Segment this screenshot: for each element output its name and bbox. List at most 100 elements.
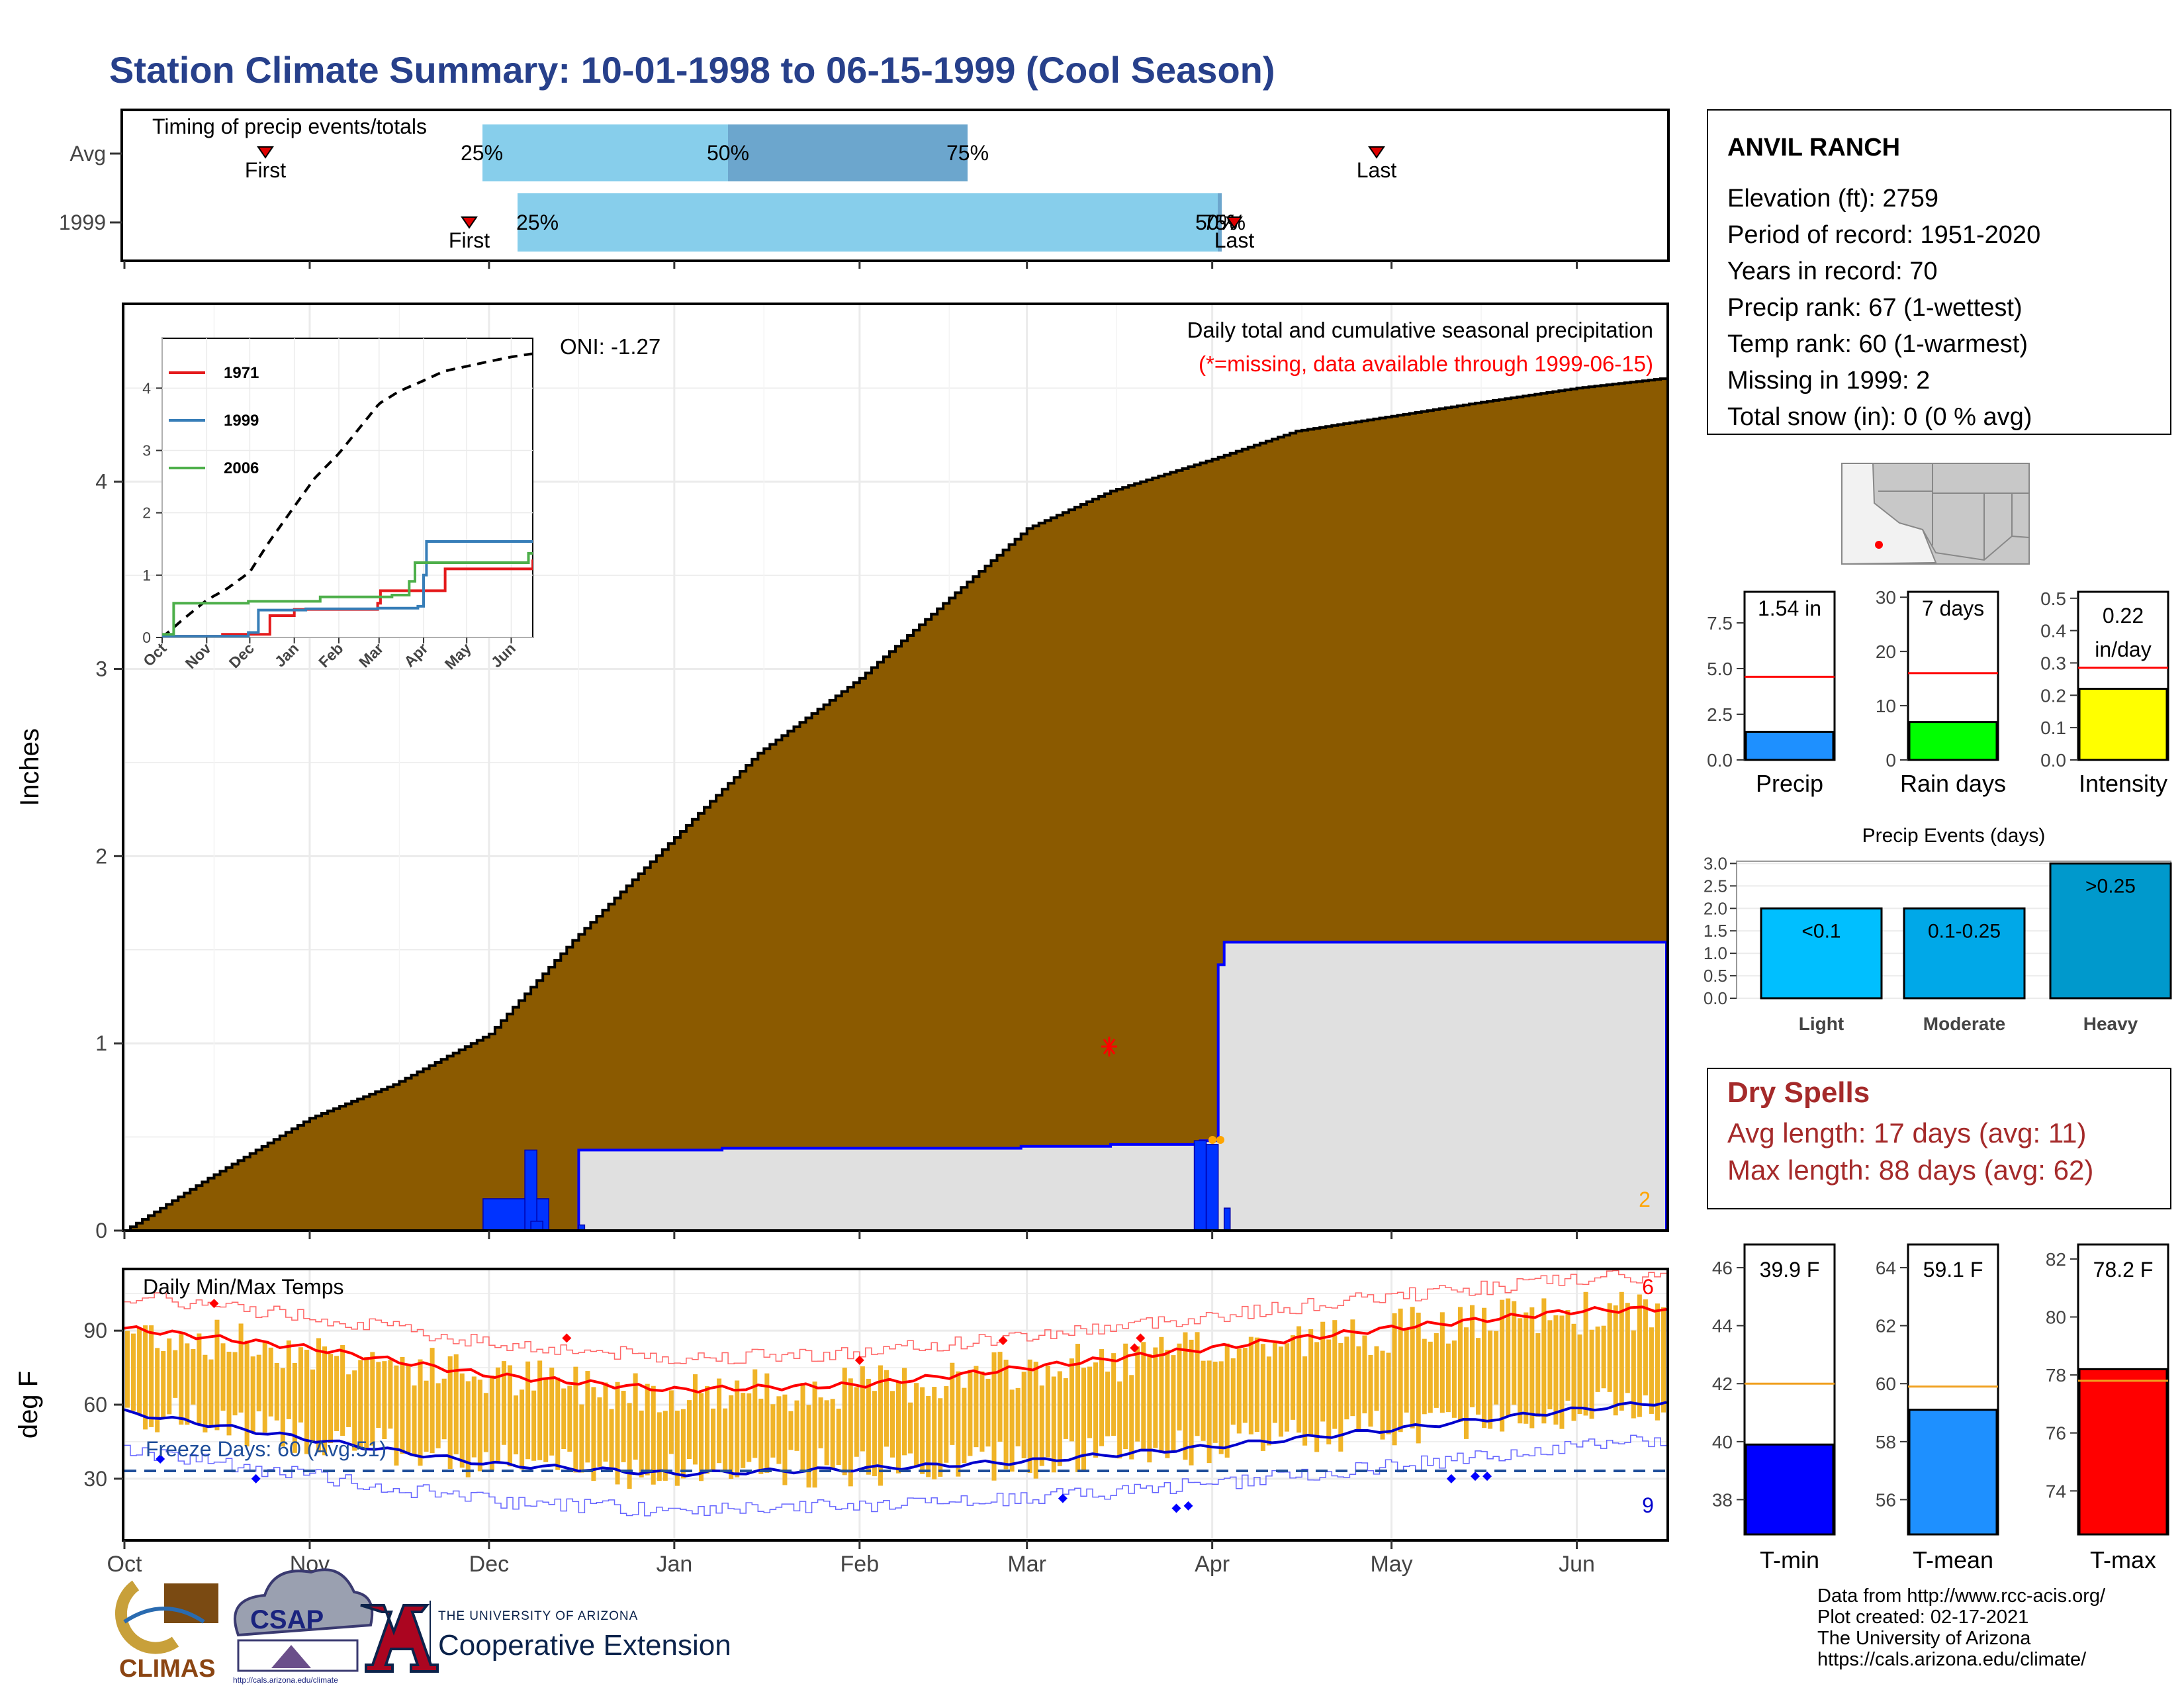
- daily-temp-bar: [1248, 1336, 1253, 1434]
- daily-temp-bar: [1500, 1299, 1505, 1432]
- precip-panel-frame: [122, 303, 1669, 1232]
- daily-precip-bar: [1223, 1207, 1231, 1231]
- map-region: [1841, 463, 1937, 565]
- daily-temp-bar: [1159, 1336, 1164, 1453]
- daily-temp-bar: [1451, 1340, 1457, 1418]
- precip-stat-value: 7 days: [1922, 596, 1984, 620]
- daily-temp-bar: [1637, 1294, 1642, 1417]
- yr-p25-label: 25%: [516, 211, 559, 234]
- daily-temp-bar: [1129, 1375, 1134, 1460]
- daily-temp-bar: [1224, 1343, 1230, 1458]
- daily-temp-bar: [1607, 1303, 1612, 1392]
- daily-temp-bar: [1416, 1312, 1421, 1444]
- inset-average-line: [162, 352, 533, 637]
- temp-panel-label: Daily Min/Max Temps: [143, 1275, 343, 1299]
- daily-temp-bar: [298, 1347, 303, 1423]
- daily-temp-bar: [143, 1325, 148, 1430]
- precip-events-bar-label: >0.25: [2085, 875, 2136, 897]
- daily-temp-bar: [962, 1387, 967, 1464]
- daily-temp-bar: [131, 1333, 136, 1411]
- daily-temp-bar: [137, 1327, 142, 1416]
- daily-temp-bar: [1613, 1305, 1618, 1416]
- precip-events-tick-label: 3.0: [1704, 853, 1727, 873]
- daily-temp-bar: [501, 1361, 506, 1445]
- daily-temp-bar: [806, 1405, 811, 1488]
- precip-stat-name: Precip: [1756, 770, 1823, 797]
- daily-temp-bar: [1105, 1372, 1111, 1436]
- daily-temp-bar: [406, 1364, 411, 1453]
- temp-stat-value-bar: [1908, 1409, 1998, 1536]
- daily-temp-bar: [1201, 1360, 1206, 1441]
- daily-temp-bar: [741, 1393, 746, 1468]
- daily-temp-bar: [968, 1370, 973, 1456]
- climas-logo: CLIMAS: [115, 1580, 218, 1683]
- daily-temp-bar: [633, 1373, 638, 1460]
- daily-temp-bar: [758, 1398, 764, 1474]
- precip-stat-tick-label: 0.0: [2040, 750, 2066, 771]
- daily-temp-bar: [991, 1352, 997, 1481]
- daily-temp-bar: [686, 1400, 692, 1460]
- daily-temp-bar: [1320, 1321, 1326, 1422]
- daily-temp-bar: [1302, 1356, 1308, 1446]
- daily-temp-bar: [543, 1379, 549, 1462]
- daily-temp-bar: [149, 1325, 154, 1427]
- daily-temp-bar: [471, 1376, 477, 1458]
- daily-temp-bar: [453, 1354, 459, 1454]
- daily-temp-bar: [1135, 1346, 1140, 1442]
- daily-temp-bar: [1075, 1344, 1080, 1472]
- temp-stat-tick-label: 78: [2046, 1365, 2066, 1385]
- precip-stat-tick-label: 30: [1876, 587, 1896, 608]
- daily-temp-bar: [1242, 1348, 1248, 1423]
- daily-temp-bar: [585, 1371, 590, 1463]
- record-low-marker: [1674, 1464, 1683, 1474]
- daily-temp-bar: [842, 1368, 847, 1476]
- daily-temp-bar: [860, 1366, 865, 1452]
- daily-temp-bar: [735, 1380, 740, 1477]
- daily-temp-bar: [1099, 1349, 1105, 1446]
- daily-temp-bar: [615, 1382, 620, 1485]
- daily-temp-bar: [866, 1378, 871, 1475]
- inset-2006-line: [162, 551, 533, 636]
- yr-last-marker: [1226, 216, 1243, 229]
- daily-temp-bar: [531, 1390, 537, 1461]
- daily-temp-bar: [549, 1367, 555, 1456]
- precip-events-title: Precip Events (days): [1862, 825, 2046, 847]
- temp-stat-bars: 38 40 42 44 46 39.9 F T-min 56 58 60 62 64 59.1 F T-m…: [1712, 1243, 2169, 1573]
- record-high-marker: [854, 1355, 864, 1365]
- station-info-frame: [1707, 109, 2171, 435]
- daily-temp-bar: [680, 1409, 686, 1479]
- yr-first-marker: [461, 216, 478, 229]
- daily-temp-bar: [884, 1370, 889, 1447]
- precip-events-tick-label: 2.5: [1704, 876, 1727, 896]
- daily-temp-bar: [1141, 1342, 1146, 1450]
- daily-temp-bar: [1003, 1359, 1009, 1470]
- daily-temp-bar: [729, 1395, 734, 1479]
- yr-last-label: Last: [1214, 228, 1255, 252]
- daily-temp-bar: [1266, 1356, 1271, 1446]
- daily-temp-bar: [161, 1351, 166, 1418]
- avg-p25-label: 25%: [461, 141, 503, 165]
- daily-temp-bar: [316, 1338, 322, 1453]
- daily-temp-bar: [1422, 1338, 1427, 1415]
- timing-panel-label: Timing of precip events/totals: [152, 115, 427, 138]
- daily-temp-bar: [1297, 1326, 1302, 1433]
- daily-precip-bar: [1205, 1144, 1219, 1231]
- daily-temp-bar: [418, 1359, 423, 1466]
- precip-stat-tick-label: 20: [1876, 641, 1896, 662]
- daily-temp-bar: [770, 1404, 776, 1458]
- daily-temp-bar: [382, 1361, 387, 1440]
- daily-temp-bar: [1428, 1341, 1433, 1413]
- record-low-count: 9: [1642, 1493, 1654, 1517]
- daily-temp-bar: [896, 1380, 901, 1474]
- daily-temp-bar: [328, 1354, 334, 1444]
- daily-temp-bar: [1171, 1355, 1176, 1452]
- daily-temp-bar: [197, 1333, 202, 1425]
- daily-temp-bar: [477, 1380, 482, 1472]
- precip-y-tick-label: 0: [95, 1219, 107, 1243]
- climas-logo-text: CLIMAS: [119, 1655, 216, 1683]
- dry-spells-frame: [1707, 1068, 2171, 1209]
- daily-temp-bar: [1457, 1307, 1463, 1422]
- precip-stat-name: Rain days: [1900, 770, 2006, 797]
- temp-stat-name: T-min: [1760, 1546, 1819, 1573]
- daily-temp-bar: [1469, 1305, 1475, 1407]
